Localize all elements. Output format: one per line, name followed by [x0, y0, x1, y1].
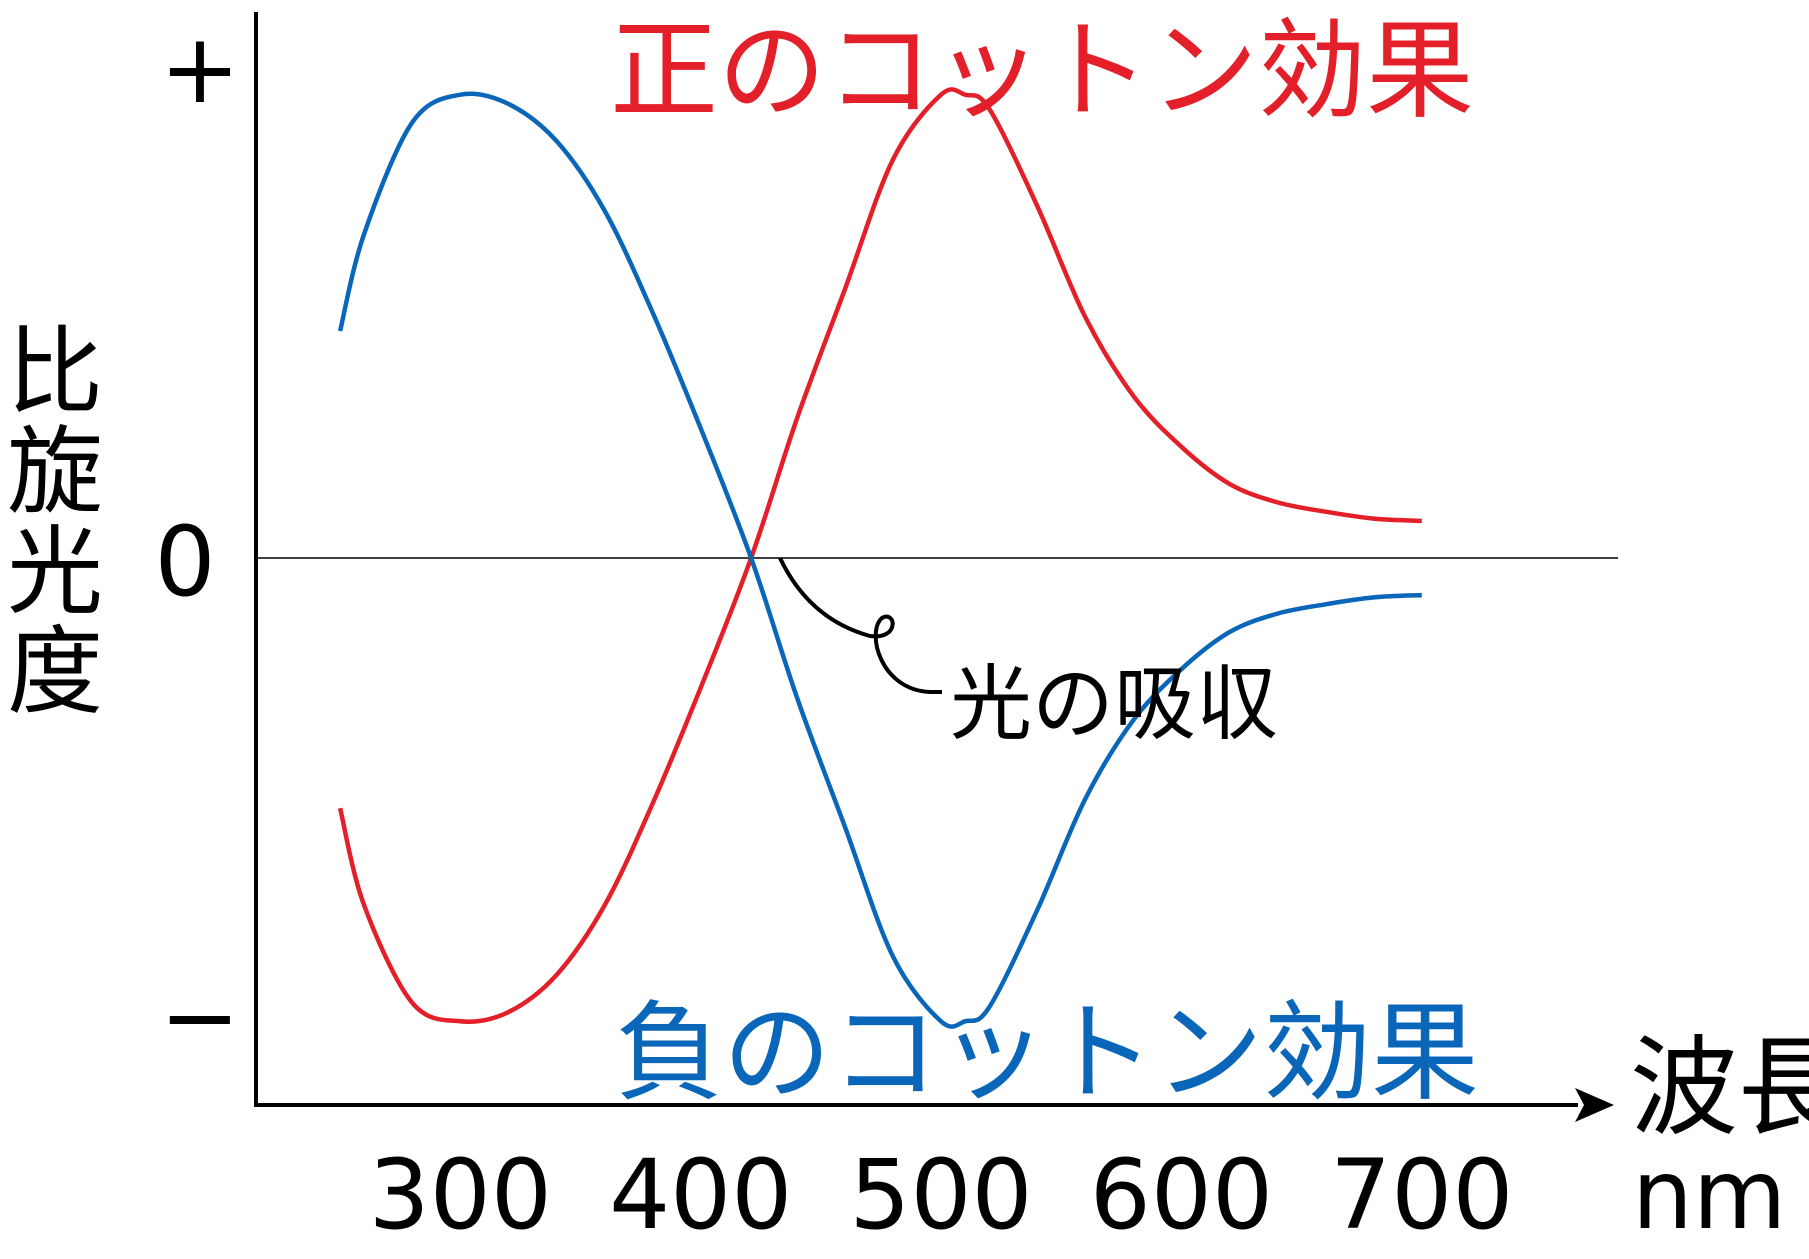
x-tick-label-600: 600 [1090, 1139, 1273, 1251]
x-tick-label-700: 700 [1330, 1139, 1513, 1251]
annotation-leader [778, 557, 942, 694]
negative-cotton-effect-curve [337, 91, 1422, 1029]
positive-cotton-effect-label: 正のコットン効果 [610, 9, 1474, 134]
x-axis-unit: nm [1632, 1139, 1786, 1251]
y-tick-zero: 0 [154, 506, 215, 618]
x-tick-label-300: 300 [369, 1139, 552, 1251]
x-axis-label: 波長 [1630, 1026, 1809, 1151]
x-tick-label-500: 500 [849, 1139, 1032, 1251]
y-axis-label: 比旋光度 [7, 316, 103, 728]
x-tick-label-400: 400 [609, 1139, 792, 1251]
y-tick-plus: + [160, 13, 240, 125]
annotation-label: 光の吸収 [950, 657, 1278, 752]
y-tick-minus: − [160, 961, 240, 1073]
negative-cotton-effect-label: 負のコットン効果 [615, 991, 1479, 1116]
positive-cotton-effect-curve [337, 87, 1422, 1024]
x-axis-arrow-icon [1575, 1088, 1614, 1122]
